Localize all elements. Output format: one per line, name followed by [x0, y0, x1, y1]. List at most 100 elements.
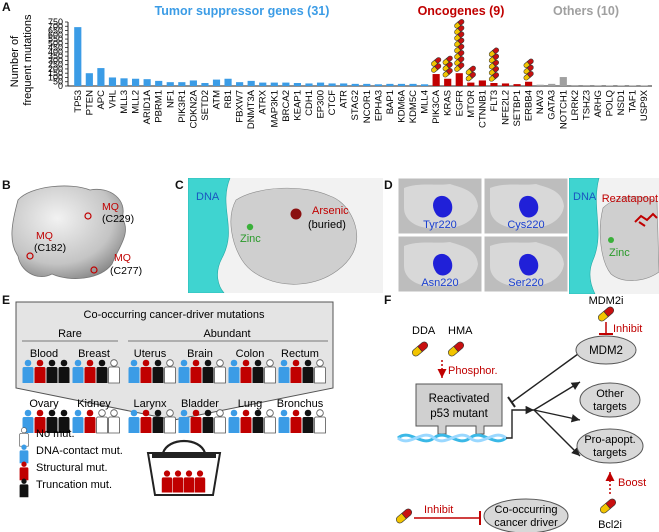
mq-site-c229: [84, 212, 92, 220]
tissue-label: Uterus: [134, 348, 167, 360]
panel-label-e: E: [2, 293, 11, 307]
rezatapopt-label: Rezatapopt: [602, 193, 658, 205]
y-axis-label-line1: Number of: [9, 35, 21, 87]
x-tick-label: FBXW7: [235, 90, 246, 123]
x-tick-label: TSHZ3: [581, 90, 592, 120]
tissue-label: Brain: [187, 348, 213, 360]
y-tick-label: 750: [48, 17, 63, 27]
proapopt-targets-node: [576, 428, 644, 464]
x-tick-label: SETBP1: [512, 90, 523, 126]
x-tick-label: BAP1: [385, 90, 396, 114]
bar-setd2: [201, 83, 209, 86]
person-icon: [290, 359, 302, 383]
mq-site-c277: [90, 266, 98, 274]
bar-pik3r1: [178, 82, 186, 86]
mutant-pocket-tile: Tyr220: [398, 178, 483, 235]
dda-label: DDA: [412, 325, 436, 337]
mq-label-2: MQ: [36, 230, 53, 242]
y-tick-label: 500: [48, 38, 63, 48]
mutation-bar-chart: Tumor suppressor genes (31) Oncogenes (9…: [9, 4, 652, 129]
bar-kras: [444, 78, 452, 86]
person-icon: [34, 409, 46, 433]
person-icon: [152, 409, 164, 433]
drug-pill-icon: [523, 64, 534, 75]
drug-pill-icon: [488, 47, 499, 57]
bar-erbb4: [525, 81, 533, 86]
person-icon: [194, 470, 206, 493]
person-icon: [314, 409, 326, 434]
zinc-atom: [608, 237, 614, 243]
tissue-group-uterus: Uterus: [128, 348, 176, 384]
x-tick-label: KEAP1: [292, 90, 303, 121]
bar-map3k1: [270, 82, 278, 86]
person-icon: [96, 359, 108, 383]
x-tick-label: FLT3: [489, 90, 500, 111]
panel-label-b: B: [2, 178, 11, 192]
tissue-group-lung: Lung: [228, 398, 276, 434]
tissue-label: Bronchus: [277, 398, 324, 410]
y-tick-label: 100: [48, 72, 63, 82]
legend-label: Structural mut.: [36, 462, 108, 474]
tissue-label: Kidney: [77, 398, 111, 410]
bar-pbrm1: [155, 80, 163, 86]
person-icon: [252, 409, 264, 433]
bar-apc: [97, 68, 105, 86]
tile-label: Tyr220: [423, 219, 457, 231]
x-tick-label: CDH1: [304, 90, 315, 116]
person-icon: [252, 359, 264, 383]
legend-person-icon: [19, 444, 29, 464]
y-tick-label: 300: [48, 55, 63, 65]
mutant-pocket-tile: Asn220: [398, 235, 483, 293]
person-icon: [302, 359, 314, 383]
person-icon: [164, 409, 176, 434]
tile-label: Asn220: [421, 277, 458, 289]
mq-label-1: MQ: [102, 201, 119, 213]
tissue-label: Bladder: [181, 398, 219, 410]
y-tick-label: 350: [48, 51, 63, 61]
y-axis-label-line2: frequent mutations: [22, 14, 34, 106]
phosphor-label: Phosphor.: [448, 365, 498, 377]
dna-label: DNA: [196, 191, 220, 203]
panel-b-structure: MQ (C229) MQ (C182) MQ (C277): [11, 185, 142, 279]
dna-surface: [188, 178, 231, 293]
person-icon: [72, 359, 84, 383]
tissue-group-rectum: Rectum: [278, 348, 326, 384]
drug-pill-icon: [488, 72, 499, 82]
drug-pill-icon: [465, 65, 476, 76]
person-icon: [84, 409, 96, 433]
bar-stag2: [351, 83, 359, 86]
y-tick-label: 50: [53, 77, 63, 87]
p53-mutant-box: [415, 383, 503, 435]
x-tick-label: LRRK2: [570, 90, 581, 121]
proapopt-line2: targets: [593, 447, 627, 459]
x-tick-label: PIK3CA: [431, 89, 442, 123]
y-tick-label: 700: [48, 21, 63, 31]
x-tick-label: PBRM1: [154, 90, 165, 123]
tissue-group-bladder: Bladder: [178, 398, 226, 434]
x-tick-label: MLL2: [131, 90, 142, 114]
drug-pill-icon: [465, 71, 476, 82]
person-icon: [190, 359, 202, 383]
person-icon: [84, 359, 96, 383]
bar-keap1: [293, 83, 302, 86]
drug-pill-icon: [488, 66, 499, 76]
x-tick-label: PTEN: [84, 90, 95, 115]
driver-line1: Co-occurring: [495, 504, 558, 516]
panel-e-title: Co-occurring cancer-driver mutations: [84, 309, 265, 321]
tissue-group-kidney: Kidney: [72, 398, 120, 434]
mdm2i-pill-icon: [598, 306, 614, 322]
tissue-label: Larynx: [133, 398, 167, 410]
x-tick-label: MTOR: [466, 90, 477, 118]
tissue-group-colon: Colon: [228, 348, 276, 384]
bar-nfe2l2: [501, 83, 510, 86]
tissue-label: Rectum: [281, 348, 319, 360]
p53-surface: [11, 185, 126, 279]
person-icon: [140, 409, 152, 433]
buried-label: (buried): [308, 219, 346, 231]
person-icon: [264, 359, 276, 384]
panel-label-a: A: [2, 0, 11, 14]
x-tick-label: VHL: [107, 90, 118, 108]
tissue-label: Lung: [238, 398, 262, 410]
x-tick-label: NF1: [165, 90, 176, 108]
bar-mll3: [120, 78, 128, 86]
